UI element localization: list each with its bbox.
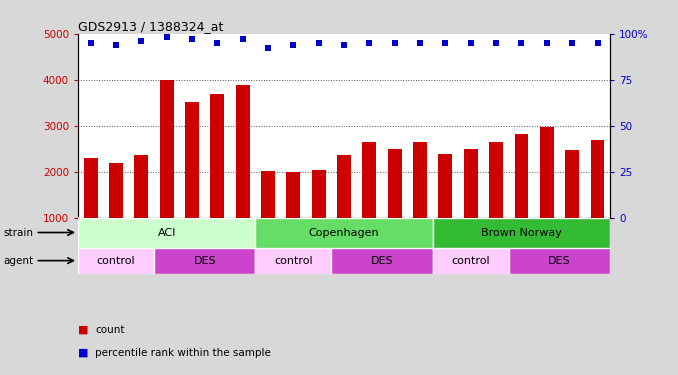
Text: GSM92216: GSM92216 [492,222,500,263]
Point [161,34,172,40]
Point [542,40,553,46]
Point [364,40,375,46]
Text: GSM92219: GSM92219 [567,222,577,263]
Bar [591,140,605,218]
Bar [236,85,250,218]
Point [415,40,426,46]
Bar [433,248,508,274]
Point [237,36,248,42]
Point [262,45,273,51]
Bar [439,154,452,218]
Point [85,40,96,46]
Bar [256,248,332,274]
Point [389,40,400,46]
Bar [337,155,351,218]
Text: control: control [97,256,136,266]
Bar [464,149,478,217]
Point [212,40,223,46]
Text: GSM92200: GSM92200 [86,222,95,263]
Text: GSM92213: GSM92213 [416,222,424,263]
Bar [256,217,433,248]
Text: GSM92210: GSM92210 [340,222,348,263]
Text: GDS2913 / 1388324_at: GDS2913 / 1388324_at [78,20,223,33]
Bar [332,248,433,274]
Bar [154,248,256,274]
Text: agent: agent [3,256,33,266]
Text: Brown Norway: Brown Norway [481,228,562,237]
Point [491,40,502,46]
Text: ■: ■ [78,348,88,357]
Text: strain: strain [3,228,33,237]
Point [136,38,146,44]
Bar [413,142,427,218]
Text: Copenhagen: Copenhagen [308,228,380,237]
Point [288,42,299,48]
Bar [490,142,503,218]
Text: GSM92217: GSM92217 [517,222,526,263]
Text: GSM92202: GSM92202 [137,222,146,263]
Text: GSM92203: GSM92203 [162,222,171,263]
Point [516,40,527,46]
Text: DES: DES [549,256,571,266]
Bar [565,150,579,217]
Bar [312,170,325,217]
Point [111,42,121,48]
Text: DES: DES [371,256,393,266]
Bar [185,102,199,217]
Bar [540,128,554,218]
Text: GSM92204: GSM92204 [188,222,197,263]
Point [186,36,197,42]
Bar [83,158,98,218]
Text: ■: ■ [78,325,88,335]
Text: control: control [274,256,313,266]
Bar [78,248,154,274]
Text: GSM92211: GSM92211 [365,222,374,263]
Bar [515,134,528,218]
Bar [210,94,224,218]
Text: ACI: ACI [157,228,176,237]
Text: GSM92209: GSM92209 [314,222,323,263]
Point [440,40,451,46]
Point [592,40,603,46]
Bar [286,172,300,217]
Bar [109,163,123,218]
Text: GSM92205: GSM92205 [213,222,222,263]
Bar [134,156,148,218]
Bar [433,217,610,248]
Text: GSM92201: GSM92201 [111,222,121,263]
Text: GSM92220: GSM92220 [593,222,602,263]
Text: GSM92207: GSM92207 [264,222,273,263]
Text: count: count [95,325,125,335]
Point [567,40,578,46]
Text: GSM92214: GSM92214 [441,222,450,263]
Text: GSM92215: GSM92215 [466,222,475,263]
Text: GSM92206: GSM92206 [238,222,247,263]
Bar [261,171,275,217]
Bar [388,149,402,217]
Text: DES: DES [193,256,216,266]
Bar [363,142,376,218]
Bar [78,217,256,248]
Point [465,40,476,46]
Text: percentile rank within the sample: percentile rank within the sample [95,348,271,357]
Bar [160,80,174,218]
Text: GSM92212: GSM92212 [391,222,399,263]
Point [313,40,324,46]
Bar [508,248,610,274]
Text: GSM92218: GSM92218 [542,222,551,263]
Text: control: control [452,256,490,266]
Text: GSM92208: GSM92208 [289,222,298,263]
Point [339,42,350,48]
